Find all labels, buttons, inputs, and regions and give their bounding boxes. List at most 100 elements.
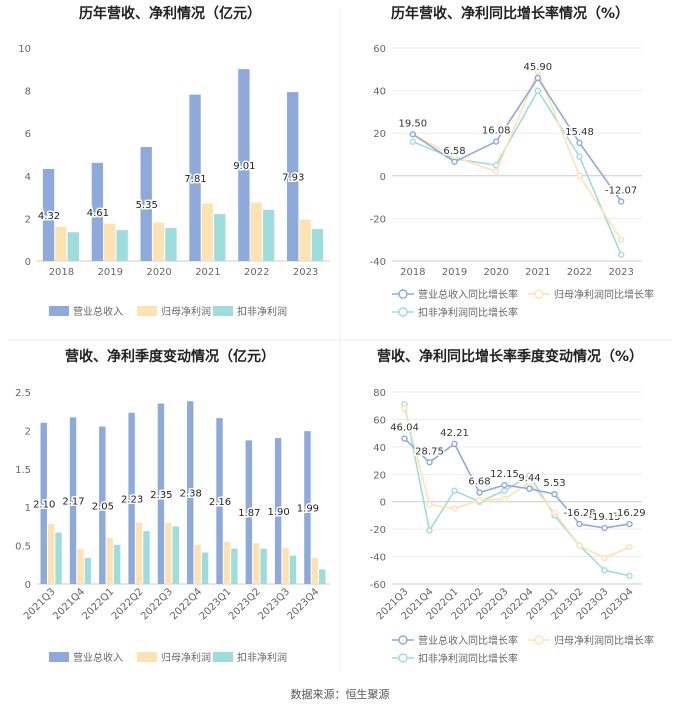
line-point bbox=[526, 479, 533, 486]
legend-label: 营业总收入同比增长率 bbox=[418, 634, 518, 647]
bar bbox=[140, 147, 152, 261]
bar bbox=[304, 431, 311, 584]
legend-marker bbox=[398, 307, 408, 317]
line-point bbox=[617, 198, 625, 205]
chart-1: 历年营收、净利情况（亿元） 0 2 4 6 8 10 2018 2019 2020 2021 2022… bbox=[18, 5, 330, 318]
bar bbox=[104, 223, 116, 261]
y-tick-label: -40 bbox=[370, 553, 386, 564]
series-line bbox=[403, 404, 630, 577]
legend-marker bbox=[534, 289, 544, 299]
line-data-label: 46.04 bbox=[390, 423, 419, 434]
bar-data-label: 2.10 bbox=[33, 499, 55, 510]
bar bbox=[214, 214, 226, 261]
legend-label: 扣非净利润同比增长率 bbox=[418, 652, 518, 665]
legend-label: 归母净利润 bbox=[161, 651, 211, 664]
line-point bbox=[534, 87, 542, 94]
bar-data-label: 2.38 bbox=[180, 489, 202, 500]
bar bbox=[84, 557, 92, 584]
x-tick-label: 2018 bbox=[49, 267, 74, 278]
bar bbox=[106, 537, 113, 584]
bar-data-label: 4.32 bbox=[38, 211, 60, 222]
bar-data-label: 4.61 bbox=[87, 208, 109, 219]
series-line bbox=[412, 76, 622, 202]
x-tick-label: 2019 bbox=[442, 267, 467, 278]
y-tick-label: -20 bbox=[370, 214, 386, 225]
x-tick-label: 2022 bbox=[244, 267, 269, 278]
x-tick-label: 2020 bbox=[483, 267, 508, 278]
line-point bbox=[526, 485, 533, 492]
chart-4: 营收、净利同比增长率季度变动情况（%）-60-40-20020406080202… bbox=[370, 348, 654, 665]
line-data-label: 28.75 bbox=[415, 446, 444, 457]
line-point bbox=[426, 527, 433, 534]
line-point bbox=[626, 520, 633, 528]
line-data-label: 6.68 bbox=[468, 477, 490, 488]
chart-title: 历年营收、净利同比增长率情况（%） bbox=[391, 5, 629, 22]
line-data-label: 12.15 bbox=[490, 469, 519, 480]
x-tick-label: 2020 bbox=[146, 267, 171, 278]
line-point bbox=[626, 543, 633, 551]
bar bbox=[274, 438, 282, 584]
y-tick-label: 1 bbox=[25, 503, 31, 514]
y-tick-label: 0.5 bbox=[15, 542, 31, 553]
legend-swatch bbox=[137, 652, 157, 662]
bar bbox=[128, 412, 135, 584]
legend-swatch bbox=[49, 652, 69, 662]
line-point bbox=[576, 542, 583, 549]
line-point bbox=[576, 172, 583, 180]
line-point bbox=[426, 459, 433, 466]
bar-data-label: 7.93 bbox=[282, 173, 304, 184]
y-tick-label: 0 bbox=[380, 498, 386, 509]
bar bbox=[299, 219, 311, 261]
legend-label: 扣非净利润 bbox=[237, 305, 287, 318]
data-source-note: 数据来源：恒生聚源 bbox=[290, 688, 390, 701]
line-point bbox=[492, 138, 500, 145]
legend: 营业总收入 归母净利润 扣非净利润 bbox=[49, 651, 287, 664]
bar bbox=[113, 544, 121, 584]
line-point bbox=[617, 236, 625, 243]
bar-data-label: 9.01 bbox=[233, 161, 255, 172]
legend-label: 归母净利润 bbox=[161, 305, 211, 318]
line-point bbox=[601, 554, 608, 562]
bar bbox=[260, 548, 267, 584]
line-data-label: 42.21 bbox=[440, 428, 469, 439]
line-point bbox=[534, 74, 542, 82]
legend-marker bbox=[398, 635, 408, 645]
bar-data-label: 1.87 bbox=[238, 508, 260, 519]
line-point bbox=[451, 158, 458, 165]
bar bbox=[216, 418, 223, 584]
line-point bbox=[492, 168, 500, 175]
bar bbox=[311, 557, 319, 584]
line-point bbox=[551, 509, 558, 516]
legend-marker bbox=[398, 653, 408, 663]
bar-data-label: 2.17 bbox=[62, 497, 84, 508]
y-tick-label: 80 bbox=[373, 388, 386, 399]
legend-swatch bbox=[49, 306, 69, 316]
series-line bbox=[412, 89, 622, 255]
line-data-label: 15.48 bbox=[565, 127, 594, 138]
line-point bbox=[451, 440, 458, 448]
series-line bbox=[403, 437, 630, 529]
bar bbox=[165, 227, 177, 261]
bar bbox=[189, 94, 201, 261]
legend: 营业总收入 归母净利润 扣非净利润 bbox=[49, 305, 287, 318]
line-point bbox=[551, 490, 558, 498]
line-point bbox=[626, 572, 633, 579]
bar bbox=[152, 222, 165, 261]
line-point bbox=[401, 405, 408, 412]
line-point bbox=[526, 472, 533, 479]
bar bbox=[194, 544, 201, 584]
y-tick-label: 2 bbox=[25, 426, 31, 437]
x-tick-label: 2023 bbox=[293, 267, 318, 278]
y-tick-label: 0 bbox=[380, 172, 386, 183]
bar bbox=[311, 229, 324, 261]
line-point bbox=[409, 138, 417, 145]
series-line bbox=[412, 69, 622, 241]
bar bbox=[262, 209, 275, 261]
bar-data-label: 7.81 bbox=[184, 174, 206, 185]
bar bbox=[40, 422, 47, 584]
x-tick-label: 2019 bbox=[98, 267, 123, 278]
bar bbox=[165, 522, 172, 584]
